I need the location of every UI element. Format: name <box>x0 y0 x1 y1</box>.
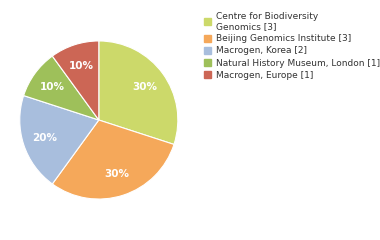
Text: 10%: 10% <box>40 82 65 91</box>
Wedge shape <box>24 56 99 120</box>
Text: 20%: 20% <box>32 132 57 143</box>
Wedge shape <box>52 41 99 120</box>
Wedge shape <box>20 96 99 184</box>
Legend: Centre for Biodiversity
Genomics [3], Beijing Genomics Institute [3], Macrogen, : Centre for Biodiversity Genomics [3], Be… <box>202 10 380 82</box>
Wedge shape <box>99 41 178 144</box>
Text: 10%: 10% <box>69 61 94 71</box>
Wedge shape <box>52 120 174 199</box>
Text: 30%: 30% <box>132 82 157 91</box>
Text: 30%: 30% <box>104 169 129 179</box>
